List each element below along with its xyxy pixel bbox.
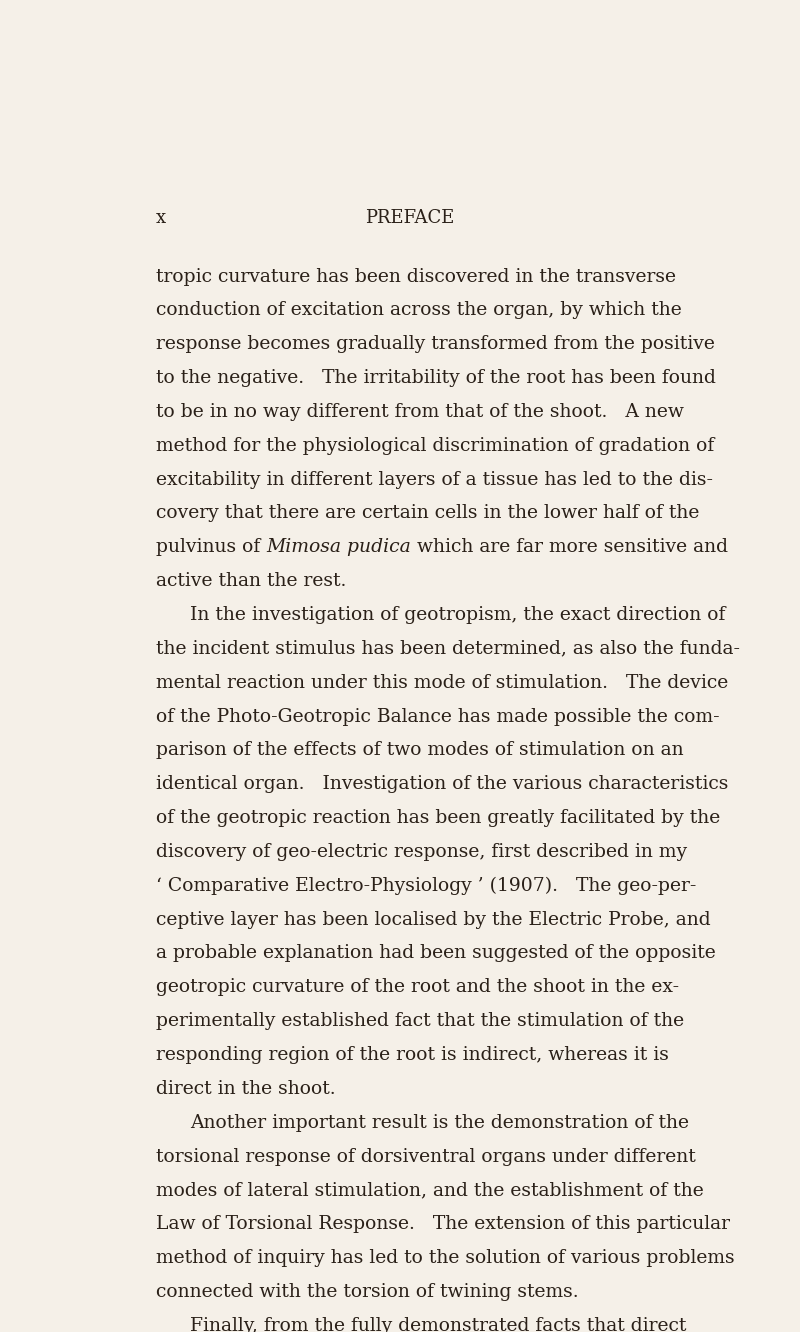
Text: identical organ.   Investigation of the various characteristics: identical organ. Investigation of the va… [156, 775, 728, 794]
Text: In the investigation of geotropism, the exact direction of: In the investigation of geotropism, the … [190, 606, 726, 623]
Text: conduction of excitation across the organ, by which the: conduction of excitation across the orga… [156, 301, 682, 320]
Text: ‘ Comparative Electro-Physiology ’ (1907).   The geo-per-: ‘ Comparative Electro-Physiology ’ (1907… [156, 876, 696, 895]
Text: ceptive layer has been localised by the Electric Probe, and: ceptive layer has been localised by the … [156, 911, 710, 928]
Text: x: x [156, 209, 166, 226]
Text: Mimosa pudica: Mimosa pudica [266, 538, 411, 557]
Text: covery that there are certain cells in the lower half of the: covery that there are certain cells in t… [156, 505, 699, 522]
Text: direct in the shoot.: direct in the shoot. [156, 1080, 335, 1098]
Text: a probable explanation had been suggested of the opposite: a probable explanation had been suggeste… [156, 944, 715, 963]
Text: mental reaction under this mode of stimulation.   The device: mental reaction under this mode of stimu… [156, 674, 728, 691]
Text: pulvinus of: pulvinus of [156, 538, 266, 557]
Text: which are far more sensitive and: which are far more sensitive and [411, 538, 728, 557]
Text: Law of Torsional Response.   The extension of this particular: Law of Torsional Response. The extension… [156, 1215, 730, 1233]
Text: modes of lateral stimulation, and the establishment of the: modes of lateral stimulation, and the es… [156, 1181, 703, 1199]
Text: tropic curvature has been discovered in the transverse: tropic curvature has been discovered in … [156, 268, 676, 285]
Text: PREFACE: PREFACE [366, 209, 454, 226]
Text: response becomes gradually transformed from the positive: response becomes gradually transformed f… [156, 336, 714, 353]
Text: connected with the torsion of twining stems.: connected with the torsion of twining st… [156, 1283, 578, 1301]
Text: Finally, from the fully demonstrated facts that direct: Finally, from the fully demonstrated fac… [190, 1317, 686, 1332]
Text: geotropic curvature of the root and the shoot in the ex-: geotropic curvature of the root and the … [156, 978, 679, 996]
Text: Another important result is the demonstration of the: Another important result is the demonstr… [190, 1114, 689, 1132]
Text: of the Photo-Geotropic Balance has made possible the com-: of the Photo-Geotropic Balance has made … [156, 707, 719, 726]
Text: discovery of geo-electric response, first described in my: discovery of geo-electric response, firs… [156, 843, 687, 860]
Text: the incident stimulus has been determined, as also the funda-: the incident stimulus has been determine… [156, 639, 740, 658]
Text: method of inquiry has led to the solution of various problems: method of inquiry has led to the solutio… [156, 1249, 734, 1267]
Text: to be in no way different from that of the shoot.   A new: to be in no way different from that of t… [156, 402, 684, 421]
Text: parison of the effects of two modes of stimulation on an: parison of the effects of two modes of s… [156, 742, 683, 759]
Text: of the geotropic reaction has been greatly facilitated by the: of the geotropic reaction has been great… [156, 809, 720, 827]
Text: method for the physiological discrimination of gradation of: method for the physiological discriminat… [156, 437, 714, 454]
Text: torsional response of dorsiventral organs under different: torsional response of dorsiventral organ… [156, 1148, 695, 1166]
Text: responding region of the root is indirect, whereas it is: responding region of the root is indirec… [156, 1046, 669, 1064]
Text: active than the rest.: active than the rest. [156, 573, 346, 590]
Text: to the negative.   The irritability of the root has been found: to the negative. The irritability of the… [156, 369, 716, 388]
Text: perimentally established fact that the stimulation of the: perimentally established fact that the s… [156, 1012, 684, 1030]
Text: excitability in different layers of a tissue has led to the dis-: excitability in different layers of a ti… [156, 470, 713, 489]
